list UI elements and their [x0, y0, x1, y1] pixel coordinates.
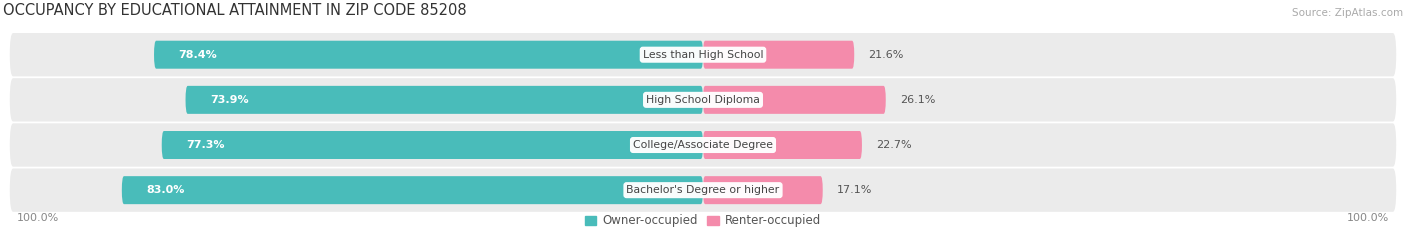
FancyBboxPatch shape: [703, 41, 855, 69]
Text: 73.9%: 73.9%: [209, 95, 249, 105]
Text: Source: ZipAtlas.com: Source: ZipAtlas.com: [1292, 8, 1403, 18]
Text: College/Associate Degree: College/Associate Degree: [633, 140, 773, 150]
FancyBboxPatch shape: [10, 123, 1396, 167]
Text: 77.3%: 77.3%: [186, 140, 225, 150]
Text: Less than High School: Less than High School: [643, 50, 763, 60]
Text: 17.1%: 17.1%: [837, 185, 872, 195]
FancyBboxPatch shape: [155, 41, 703, 69]
FancyBboxPatch shape: [10, 168, 1396, 212]
FancyBboxPatch shape: [703, 86, 886, 114]
Text: High School Diploma: High School Diploma: [647, 95, 759, 105]
Text: 78.4%: 78.4%: [179, 50, 218, 60]
Text: 26.1%: 26.1%: [900, 95, 935, 105]
FancyBboxPatch shape: [10, 78, 1396, 122]
Text: 21.6%: 21.6%: [869, 50, 904, 60]
FancyBboxPatch shape: [186, 86, 703, 114]
Text: OCCUPANCY BY EDUCATIONAL ATTAINMENT IN ZIP CODE 85208: OCCUPANCY BY EDUCATIONAL ATTAINMENT IN Z…: [3, 3, 467, 18]
Legend: Owner-occupied, Renter-occupied: Owner-occupied, Renter-occupied: [579, 210, 827, 232]
FancyBboxPatch shape: [10, 33, 1396, 76]
FancyBboxPatch shape: [162, 131, 703, 159]
Text: Bachelor's Degree or higher: Bachelor's Degree or higher: [627, 185, 779, 195]
FancyBboxPatch shape: [122, 176, 703, 204]
Text: 100.0%: 100.0%: [17, 213, 59, 223]
FancyBboxPatch shape: [703, 131, 862, 159]
FancyBboxPatch shape: [703, 176, 823, 204]
Text: 22.7%: 22.7%: [876, 140, 911, 150]
Text: 100.0%: 100.0%: [1347, 213, 1389, 223]
Text: 83.0%: 83.0%: [146, 185, 184, 195]
